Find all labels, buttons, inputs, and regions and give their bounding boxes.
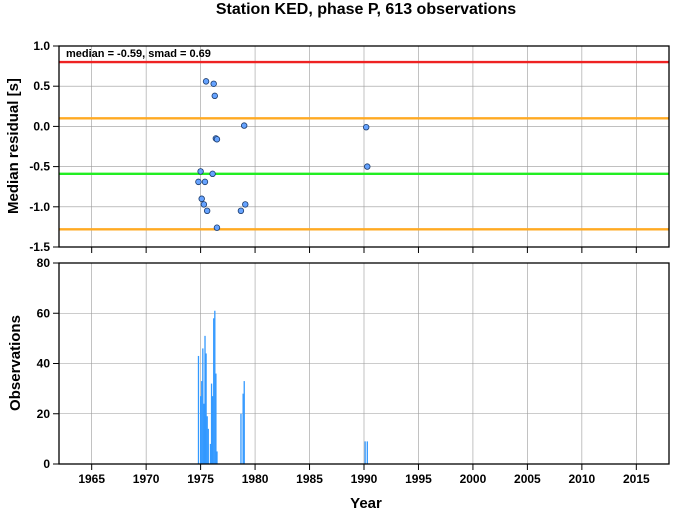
observation-bar <box>215 373 217 464</box>
observation-bar <box>214 310 216 464</box>
observations-tick-label: 80 <box>37 256 51 270</box>
observations-tick-label: 20 <box>37 407 51 421</box>
residual-point <box>195 178 202 186</box>
observations-axis-label: Observations <box>7 315 24 411</box>
observation-bar <box>202 348 204 464</box>
observation-bar <box>207 428 209 464</box>
year-tick-label: 1970 <box>133 472 160 486</box>
observation-bar <box>216 451 218 464</box>
residual-point <box>240 122 248 129</box>
observations-panel: 0 20 40 60 80 1965 1970 1975 1980 1985 1990 1995 20… <box>7 256 670 511</box>
observation-bar <box>364 441 366 464</box>
year-tick-label: 1990 <box>351 472 378 486</box>
residual-point <box>210 80 217 87</box>
residual-tick-label: 0.5 <box>33 79 50 93</box>
residual-point <box>213 224 221 231</box>
residual-axis-label: Median residual [s] <box>5 78 22 214</box>
observation-bar <box>243 381 245 464</box>
residual-point <box>213 136 221 143</box>
chart-title: Station KED, phase P, 613 observations <box>216 1 516 18</box>
residual-point <box>197 168 204 175</box>
observation-bar <box>203 403 205 464</box>
observation-bar <box>211 396 214 464</box>
observation-bar <box>213 318 215 464</box>
residual-tick-label: -0.5 <box>29 160 50 174</box>
year-tick-label: 2000 <box>460 472 487 486</box>
year-tick-label: 2010 <box>569 472 596 486</box>
residual-point <box>237 207 245 215</box>
residual-point <box>362 124 370 131</box>
residual-point <box>201 178 209 186</box>
residual-point <box>200 201 208 208</box>
observation-bar <box>200 396 202 464</box>
residual-point <box>364 163 371 170</box>
observation-bar <box>204 335 206 464</box>
year-axis-label: Year <box>350 495 382 511</box>
year-tick-label: 1985 <box>296 472 323 486</box>
residual-point <box>203 207 211 215</box>
observations-tick-label: 0 <box>43 457 50 471</box>
statistics-annotation: median = -0.59, smad = 0.69 <box>66 48 211 60</box>
residual-tick-label: 0.0 <box>33 119 50 133</box>
residual-point <box>202 78 210 85</box>
residual-point <box>198 195 205 202</box>
year-tick-label: 1975 <box>187 472 214 486</box>
observations-tick-label: 60 <box>37 306 51 320</box>
observation-bar <box>206 416 208 464</box>
observation-bar <box>201 381 203 464</box>
observation-bar <box>205 353 207 464</box>
observation-bar <box>366 441 368 464</box>
residual-tick-label: -1.0 <box>29 200 50 214</box>
observation-bar <box>242 393 244 464</box>
observation-bar <box>240 413 242 464</box>
year-tick-label: 2005 <box>514 472 541 486</box>
year-tick-label: 1995 <box>405 472 432 486</box>
observation-bar <box>197 355 200 464</box>
observation-bar <box>210 383 213 464</box>
year-tick-label: 1965 <box>78 472 105 486</box>
residual-tick-label: 1.0 <box>33 39 50 53</box>
residual-point <box>242 201 249 208</box>
residual-panel: 1.0 0.5 0.0 -0.5 -1.0 -1.5 median = -0.59, sm… <box>5 39 670 254</box>
residual-point <box>209 170 216 178</box>
residual-point <box>211 92 218 100</box>
observations-tick-label: 40 <box>37 357 51 371</box>
year-tick-label: 2015 <box>623 472 650 486</box>
residual-tick-label: -1.5 <box>29 240 50 254</box>
year-tick-label: 1980 <box>242 472 269 486</box>
observation-bar <box>209 443 212 464</box>
